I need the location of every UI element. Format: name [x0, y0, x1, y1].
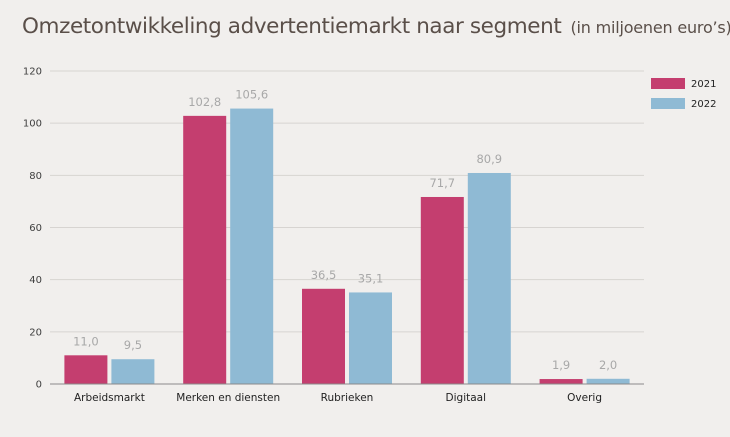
- bar-2021: [183, 115, 227, 384]
- bar-2021: [420, 196, 464, 384]
- category-label: Digitaal: [446, 392, 487, 404]
- legend-label: 2022: [691, 99, 716, 110]
- category-label: Arbeidsmarkt: [74, 392, 145, 404]
- y-tick-label: 120: [23, 67, 42, 78]
- data-labels: 11,0 9,5 102,8 105,6 36,5 35,1 71,7 80,9 1,9 2,0: [73, 88, 617, 372]
- y-axis-ticks: 0 20 40 60 80 100 120: [23, 67, 42, 391]
- bar-2022: [467, 172, 511, 384]
- bar-2022: [586, 378, 630, 384]
- bar-2021: [64, 355, 108, 384]
- data-label: 80,9: [476, 152, 502, 166]
- data-label: 71,7: [429, 176, 455, 190]
- chart-title-row: Omzetontwikkeling advertentiemarkt naar …: [22, 14, 730, 39]
- data-label: 102,8: [188, 95, 221, 109]
- category-label: Overig: [567, 392, 602, 404]
- y-tick-label: 20: [29, 327, 42, 338]
- bars: [64, 108, 630, 384]
- y-tick-label: 40: [29, 275, 42, 286]
- legend: 2021 2022: [651, 78, 716, 110]
- bar-2022: [111, 359, 155, 384]
- bar-2022: [349, 292, 392, 384]
- x-axis-categories: Arbeidsmarkt Merken en diensten Rubrieken D…: [74, 392, 602, 404]
- data-label: 1,9: [552, 358, 570, 372]
- chart-subtitle: (in miljoenen euro’s): [570, 18, 730, 37]
- data-label: 11,0: [73, 334, 99, 348]
- bar-2021: [539, 379, 583, 384]
- category-label: Rubrieken: [321, 392, 374, 404]
- bar-2021: [302, 288, 345, 384]
- y-tick-label: 0: [36, 380, 42, 391]
- data-label: 36,5: [311, 268, 337, 282]
- y-tick-label: 100: [23, 119, 42, 130]
- gridlines: [50, 70, 644, 333]
- legend-swatch: [651, 78, 685, 89]
- legend-swatch: [651, 98, 685, 109]
- bar-2022: [230, 108, 274, 384]
- data-label: 105,6: [235, 88, 268, 102]
- data-label: 9,5: [124, 338, 142, 352]
- chart-title: Omzetontwikkeling advertentiemarkt naar …: [22, 14, 562, 39]
- y-tick-label: 60: [29, 223, 42, 234]
- data-label: 35,1: [358, 271, 384, 285]
- y-tick-label: 80: [29, 171, 42, 182]
- category-label: Merken en diensten: [176, 392, 280, 404]
- data-label: 2,0: [599, 358, 617, 372]
- legend-label: 2021: [691, 79, 716, 90]
